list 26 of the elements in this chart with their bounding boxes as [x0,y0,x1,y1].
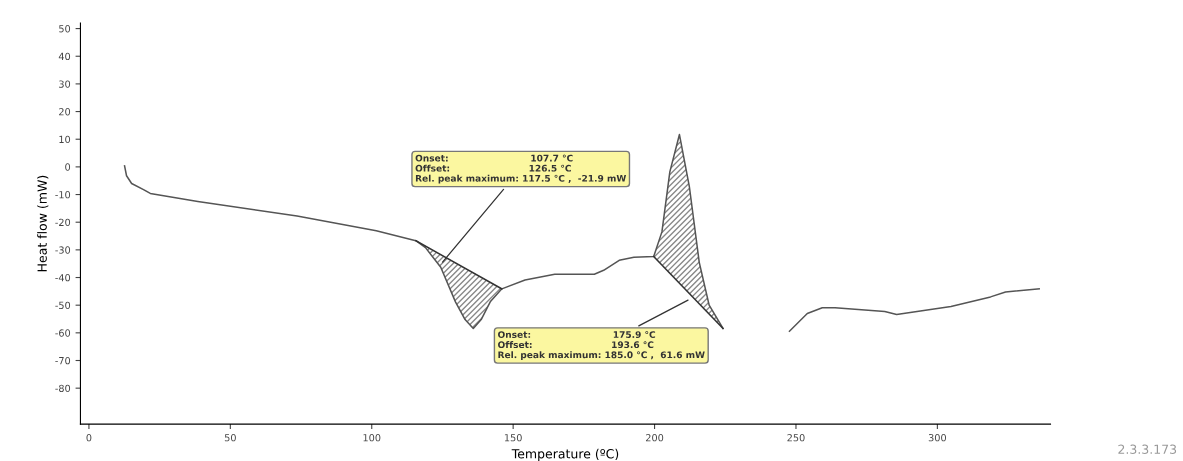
y-tick-label: 0 [65,163,71,171]
x-tick-label: 300 [928,434,947,442]
x-tick-label: 100 [363,434,381,442]
x-tick-label: 150 [504,434,522,442]
x-tick-label: 200 [645,434,664,442]
y-tick-label: -80 [55,384,71,392]
x-tick-label: 0 [86,434,92,442]
y-tick-label: -10 [55,191,71,199]
y-tick-label: 10 [59,135,71,144]
y-tick-label: -20 [55,218,71,227]
y-tick-label: -60 [55,329,71,337]
x-tick-label: 50 [224,434,236,442]
y-tick-label: 50 [59,25,71,33]
annotation: Onset: 107.7 °C Offset: 126.5 °C Rel. peak maximum: 117.5 °C , -21.9 mW [415,154,627,184]
y-tick-label: -70 [55,356,71,365]
x-axis-title: Temperature (ºC) [511,448,619,461]
y-tick-label: -40 [55,274,71,282]
y-tick-label: 20 [59,108,71,116]
y-tick-label: 30 [59,80,71,88]
y-tick-label: 40 [58,52,71,61]
y-axis-title: Heat flow (mW) [37,175,49,272]
y-tick-label: -30 [55,246,71,254]
text: 2.3.3.173 [1118,444,1177,454]
y-tick-label: -50 [55,301,71,310]
annotation: Onset: 175.9 °C Offset: 193.6 °C Rel. peak maximum: 185.0 °C , 61.6 mW [498,331,705,360]
x-tick-label: 250 [787,434,805,442]
